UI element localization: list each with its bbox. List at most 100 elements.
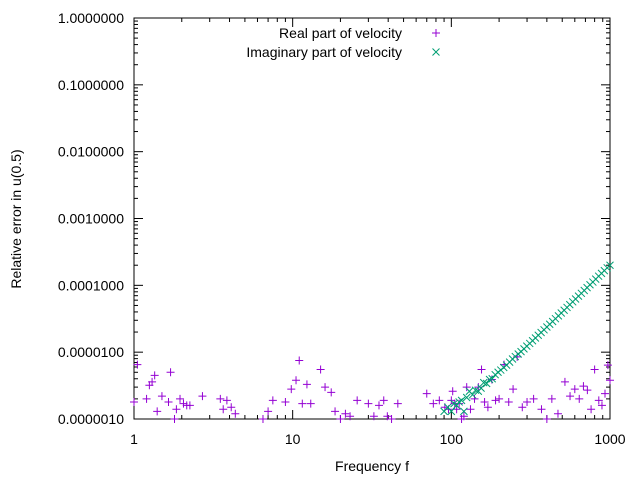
data-point-cross: [460, 407, 468, 416]
data-point-plus: [537, 405, 546, 414]
data-point-plus: [495, 394, 504, 403]
data-point-plus: [429, 399, 438, 408]
data-point-plus: [435, 396, 444, 405]
data-point-plus: [336, 415, 345, 423]
data-point-plus: [148, 377, 157, 386]
data-point-cross: [477, 384, 485, 392]
data-point-plus: [422, 389, 431, 398]
y-tick-label: 1.0000000: [58, 10, 124, 26]
data-point-plus: [150, 371, 159, 380]
data-point-plus: [606, 376, 614, 385]
axis-ticks: [133, 17, 611, 420]
data-point-plus: [157, 392, 166, 401]
data-point-plus: [590, 365, 599, 374]
series-real: [130, 352, 614, 423]
data-point-plus: [570, 385, 579, 394]
data-point-cross: [488, 374, 497, 383]
x-tick-label: 1000: [594, 431, 625, 447]
data-point-plus: [130, 397, 138, 406]
data-point-plus: [331, 407, 340, 416]
data-point-plus: [227, 403, 236, 412]
data-point-plus: [553, 409, 562, 418]
data-point-plus: [133, 360, 142, 369]
data-point-plus: [185, 401, 194, 410]
data-point-plus: [491, 396, 500, 405]
data-point-plus: [164, 397, 173, 406]
data-point-plus: [281, 397, 290, 406]
data-point-plus: [466, 405, 475, 414]
data-point-cross: [447, 407, 456, 416]
data-point-plus: [327, 388, 336, 397]
data-point-plus: [295, 356, 304, 365]
data-points: [130, 261, 614, 423]
data-point-plus: [172, 405, 181, 414]
data-point-plus: [298, 399, 307, 408]
y-tick-label: 0.0001000: [58, 277, 124, 293]
data-point-plus: [575, 394, 584, 403]
data-point-plus: [176, 394, 185, 403]
y-tick-label: 0.0000100: [58, 344, 124, 360]
data-point-plus: [480, 397, 489, 406]
y-tick-label: 0.1000000: [58, 77, 124, 93]
data-point-plus: [387, 415, 396, 423]
data-point-cross: [485, 375, 494, 384]
data-point-cross: [457, 396, 466, 405]
series-imaginary: [440, 261, 614, 416]
data-point-cross: [479, 378, 488, 387]
data-point-plus: [346, 412, 355, 421]
data-point-plus: [231, 409, 240, 418]
x-axis-label: Frequency f: [335, 458, 409, 474]
y-tick-label: 0.0010000: [58, 211, 124, 227]
data-point-plus: [198, 392, 207, 401]
data-point-plus: [292, 376, 301, 385]
data-point-cross: [471, 386, 480, 395]
legend-label: Imaginary part of velocity: [246, 44, 402, 60]
data-point-cross: [482, 379, 491, 388]
data-point-plus: [219, 405, 228, 414]
data-point-plus: [597, 401, 606, 410]
data-point-plus: [379, 396, 388, 405]
data-point-plus: [287, 385, 296, 394]
data-point-plus: [321, 383, 330, 392]
data-point-plus: [364, 399, 373, 408]
legend-label: Real part of velocity: [279, 25, 402, 41]
data-point-plus: [268, 396, 277, 405]
data-point-plus: [258, 415, 267, 423]
data-point-plus: [523, 397, 532, 406]
data-point-plus: [594, 396, 603, 405]
data-point-plus: [587, 405, 596, 414]
data-point-plus: [153, 407, 162, 416]
axis-tick-labels: 1 10 100 1000 0.0000010 0.0000100 0.0001000 0.0…: [58, 10, 626, 447]
data-point-plus: [448, 387, 457, 396]
data-point-plus: [393, 399, 402, 408]
data-point-plus: [264, 407, 273, 416]
data-point-plus: [459, 412, 468, 421]
data-point-plus: [509, 385, 518, 394]
data-point-plus: [518, 403, 527, 412]
data-point-plus: [341, 409, 350, 418]
data-point-cross: [462, 393, 471, 402]
data-point-plus: [216, 394, 225, 403]
data-point-plus: [369, 412, 378, 421]
data-point-plus: [583, 386, 592, 395]
data-point-plus: [603, 361, 612, 370]
y-tick-label: 0.0100000: [58, 144, 124, 160]
data-point-plus: [142, 394, 151, 403]
legend-plus-marker: [432, 29, 440, 37]
data-point-plus: [529, 394, 538, 403]
data-point-plus: [302, 380, 311, 389]
y-axis-label: Relative error in u(0.5): [8, 149, 24, 288]
x-tick-label: 10: [285, 431, 301, 447]
data-point-plus: [579, 382, 588, 391]
data-point-plus: [316, 365, 325, 374]
data-point-plus: [600, 389, 609, 398]
plot-frame: [133, 17, 611, 420]
data-point-plus: [374, 401, 383, 410]
data-point-plus: [170, 415, 179, 423]
data-point-plus: [566, 392, 575, 401]
data-point-cross: [606, 261, 614, 270]
data-point-plus: [306, 399, 315, 408]
legend-cross-marker: [432, 48, 440, 56]
x-tick-label: 100: [440, 431, 464, 447]
